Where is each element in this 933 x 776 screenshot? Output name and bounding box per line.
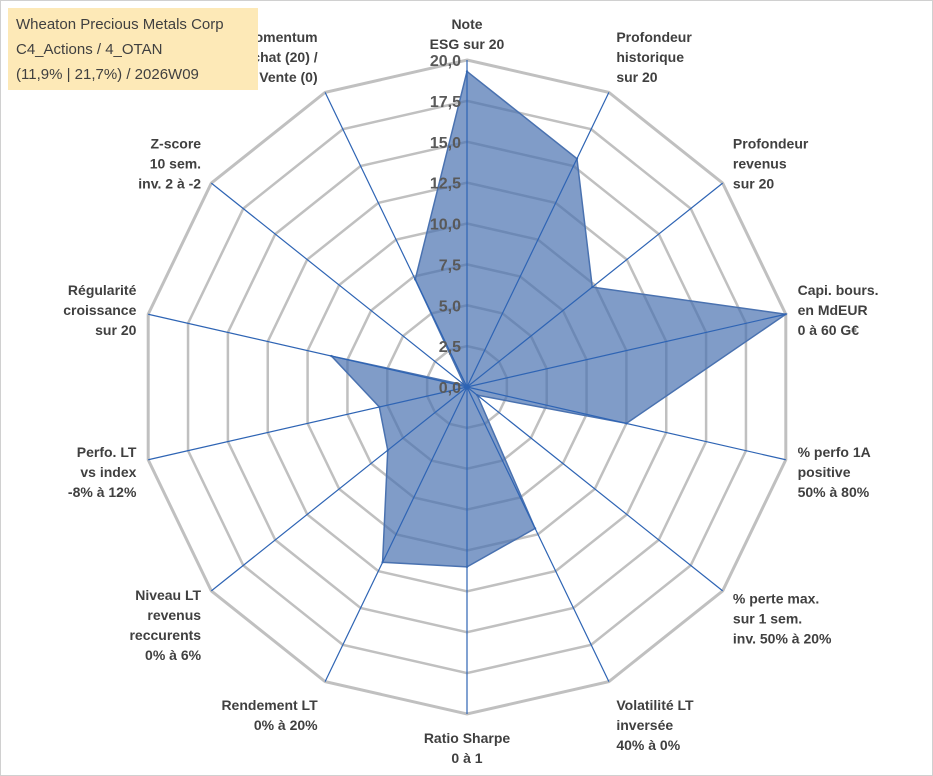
- axis-label-line: 0 à 1: [451, 750, 482, 766]
- axis-label-line: inversée: [616, 717, 673, 733]
- axis-spoke: [466, 386, 724, 592]
- series-area: [329, 70, 788, 568]
- axis-label-line: revenus: [733, 155, 787, 171]
- axis-label-line: Note: [451, 16, 482, 32]
- axis-label-line: 10 sem.: [150, 155, 201, 171]
- tick-label: 15,0: [430, 135, 461, 152]
- axis-label-line: Achat (20) /: [242, 49, 318, 65]
- axis-spoke: [466, 182, 724, 388]
- axis-label-line: historique: [616, 49, 684, 65]
- tick-label: 17,5: [430, 94, 461, 111]
- title-line-category: C4_Actions / 4_OTAN: [16, 41, 163, 58]
- axis-label-line: inv. 2 à -2: [138, 175, 201, 191]
- axis-label-line: 40% à 0%: [616, 737, 680, 753]
- axis-label: Ratio Sharpe 0 à 1: [424, 730, 511, 766]
- axis-label-line: vs index: [80, 464, 136, 480]
- axis-label-line: Vente (0): [259, 69, 317, 85]
- axis-label: Profondeur historique sur 20: [616, 29, 692, 85]
- axis-spoke: [210, 386, 468, 592]
- axis-label-line: croissance: [63, 302, 136, 318]
- axis-spoke: [466, 386, 610, 682]
- axis-label-line: 0 à 60 G€: [798, 322, 860, 338]
- title-line-company: Wheaton Precious Metals Corp: [16, 16, 224, 33]
- axis-label: % perfo 1A positive 50% à 80%: [798, 444, 871, 500]
- axis-spoke: [466, 386, 786, 461]
- axis-label-line: inv. 50% à 20%: [733, 631, 832, 647]
- axis-label: % perte max. sur 1 sem. inv. 50% à 20%: [733, 591, 832, 647]
- axis-label-line: sur 20: [733, 175, 774, 191]
- axis-spoke: [466, 313, 786, 388]
- axis-label-line: Profondeur: [733, 135, 809, 151]
- tick-label: 12,5: [430, 176, 461, 193]
- title-line-stats: (11,9% | 21,7%) / 2026W09: [16, 66, 199, 83]
- axis-label-line: sur 1 sem.: [733, 611, 802, 627]
- title-box: Wheaton Precious Metals Corp C4_Actions …: [8, 8, 258, 90]
- axis-label-line: 50% à 80%: [798, 484, 870, 500]
- axis-spoke: [324, 386, 468, 682]
- axis-label-line: Capi. bours.: [798, 282, 879, 298]
- axis-label-line: Régularité: [68, 282, 137, 298]
- axis-label: Régularité croissance sur 20: [63, 282, 136, 338]
- axis-label: Z-score 10 sem. inv. 2 à -2: [138, 135, 201, 191]
- axis-label-line: Perfo. LT: [77, 444, 137, 460]
- axis-label-line: sur 20: [616, 69, 657, 85]
- axis-label-line: reccurents: [129, 627, 201, 643]
- axis-label: Note ESG sur 20: [430, 16, 505, 52]
- axis-label-line: % perfo 1A: [798, 444, 871, 460]
- axis-label: Volatilité LT inversée 40% à 0%: [616, 697, 694, 753]
- axis-spoke: [148, 313, 468, 388]
- axis-label: Perfo. LT vs index -8% à 12%: [68, 444, 137, 500]
- axis-label-line: Z-score: [151, 135, 202, 151]
- axis-label-line: 0% à 6%: [145, 647, 202, 663]
- axis-label-line: en MdEUR: [798, 302, 868, 318]
- tick-label: 10,0: [430, 217, 461, 234]
- axis-label-line: Rendement LT: [221, 697, 318, 713]
- axis-spoke: [466, 92, 610, 388]
- axis-label: Profondeur revenus sur 20: [733, 135, 809, 191]
- tick-label: 5,0: [439, 298, 461, 315]
- axis-label-line: revenus: [147, 607, 201, 623]
- axis-label-line: 0% à 20%: [254, 717, 318, 733]
- axis-label-line: Niveau LT: [135, 587, 201, 603]
- axis-label-line: Momentum: [243, 29, 318, 45]
- tick-label: 20,0: [430, 53, 461, 70]
- axis-label-line: Profondeur: [616, 29, 692, 45]
- axis-label: Momentum Achat (20) / Vente (0): [242, 29, 318, 85]
- axis-label-line: sur 20: [95, 322, 136, 338]
- axis-label: Rendement LT 0% à 20%: [221, 697, 318, 733]
- axis-label: Capi. bours. en MdEUR 0 à 60 G€: [798, 282, 879, 338]
- axis-label-line: Ratio Sharpe: [424, 730, 511, 746]
- axis-label-line: positive: [798, 464, 851, 480]
- tick-label: 7,5: [439, 257, 461, 274]
- tick-label: 2,5: [439, 339, 461, 356]
- axis-label-line: -8% à 12%: [68, 484, 137, 500]
- axis-spoke: [148, 386, 468, 461]
- axis-label: Niveau LT revenus reccurents 0% à 6%: [129, 587, 201, 663]
- axis-spoke: [324, 92, 468, 388]
- axis-spoke: [210, 182, 468, 388]
- tick-label: 0,0: [439, 380, 461, 397]
- axis-label-line: Volatilité LT: [616, 697, 694, 713]
- axis-label-line: % perte max.: [733, 591, 819, 607]
- axis-label-line: ESG sur 20: [430, 36, 505, 52]
